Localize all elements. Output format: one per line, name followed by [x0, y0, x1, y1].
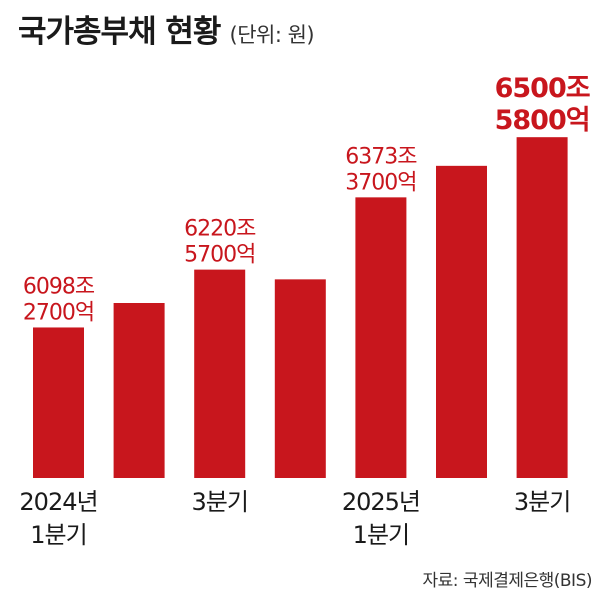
chart-title: 국가총부채 현황 — [18, 14, 221, 50]
bar-2 — [113, 303, 165, 478]
data-label-5-1: 6373조 — [345, 144, 417, 169]
data-label-3-2: 5700억 — [184, 243, 255, 268]
x-tick-label-5-2: 1분기 — [353, 521, 409, 549]
data-label-7-1: 6500조 — [495, 73, 590, 104]
chart-header: 국가총부채 현황 (단위: 원) — [18, 6, 315, 51]
bar-3 — [194, 269, 246, 478]
x-tick-label-3-1: 3분기 — [191, 488, 247, 516]
source-note: 자료: 국제결제은행(BIS) — [422, 571, 593, 591]
x-tick-label-1-1: 2024년 — [19, 488, 97, 516]
x-tick-label-1-2: 1분기 — [30, 521, 86, 549]
bar-6 — [436, 165, 487, 479]
data-label-1-2: 2700억 — [23, 300, 94, 325]
data-label-1-1: 6098조 — [23, 274, 95, 299]
bar-4 — [274, 279, 326, 478]
x-tick-label-5-1: 2025년 — [342, 488, 420, 516]
unit-label: (단위: 원) — [229, 23, 315, 47]
data-label-7-2: 5800억 — [495, 105, 590, 136]
bar-1 — [33, 327, 84, 478]
data-label-3-1: 6220조 — [184, 217, 256, 242]
x-tick-label-7-1: 3분기 — [514, 488, 570, 516]
data-label-5-2: 3700억 — [345, 170, 416, 195]
bar-7 — [516, 137, 568, 479]
bar-5 — [355, 197, 407, 478]
